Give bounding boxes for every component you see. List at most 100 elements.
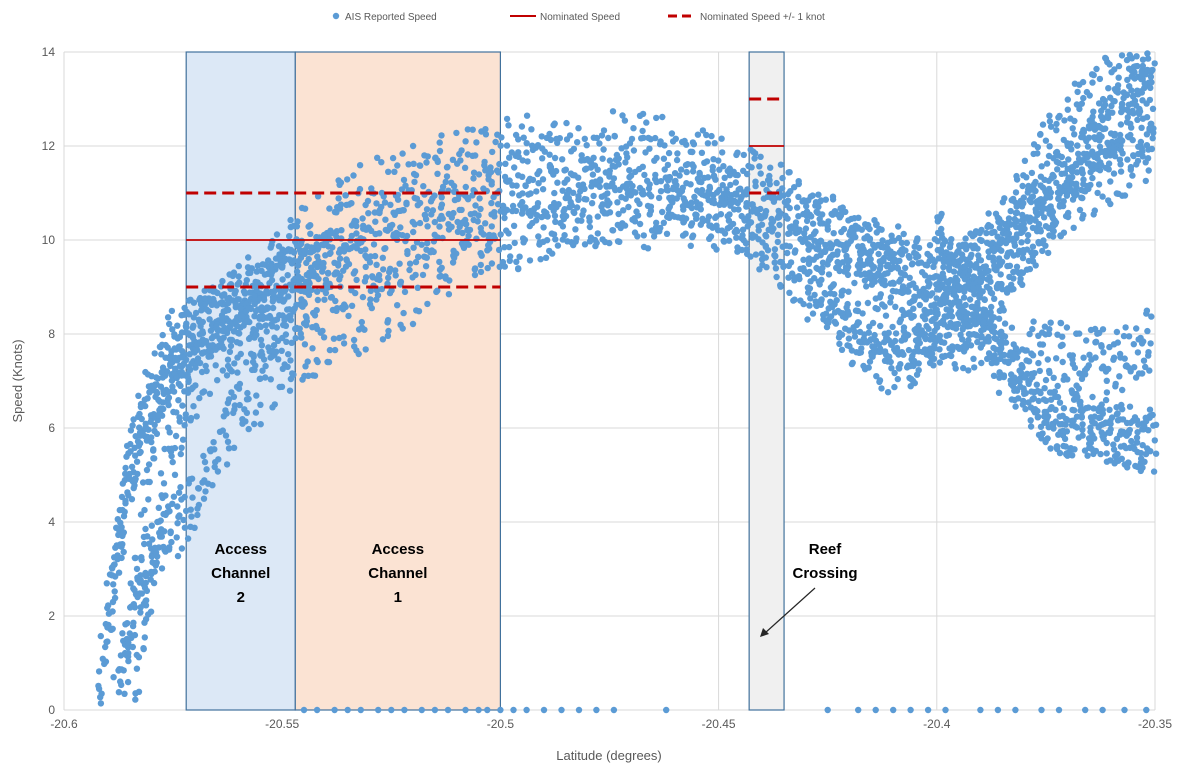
- ais-point: [472, 152, 479, 159]
- ais-point: [1047, 319, 1054, 326]
- ais-point: [970, 331, 978, 338]
- ais-point: [578, 152, 585, 159]
- ais-point: [125, 639, 132, 646]
- ais-point: [809, 310, 817, 317]
- ais-point: [1017, 383, 1024, 390]
- ais-point: [133, 665, 141, 672]
- ais-point: [1053, 355, 1060, 362]
- ais-point: [136, 432, 144, 439]
- ais-point: [739, 232, 746, 239]
- ais-point: [342, 192, 349, 199]
- ais-point: [894, 350, 902, 357]
- ais-point: [529, 219, 536, 227]
- ais-point: [267, 376, 274, 383]
- ais-point: [758, 221, 766, 228]
- ais-point: [734, 149, 741, 156]
- ais-point: [843, 266, 851, 273]
- ais-point: [1053, 127, 1060, 134]
- ais-point: [743, 188, 750, 196]
- ais-point: [511, 164, 518, 171]
- ais-point: [1026, 265, 1034, 273]
- ais-point: [1047, 445, 1054, 452]
- ais-point: [360, 225, 367, 232]
- ais-point: [132, 554, 139, 562]
- ais-point: [603, 183, 610, 190]
- ais-point: [1124, 156, 1131, 163]
- ais-point-zero: [313, 706, 321, 714]
- ais-point: [343, 257, 350, 264]
- ais-point: [1117, 161, 1124, 168]
- ais-point: [378, 189, 386, 197]
- ais-point: [1078, 375, 1086, 382]
- ais-point: [881, 348, 889, 355]
- ais-point: [359, 293, 367, 301]
- ais-point: [623, 150, 630, 157]
- ais-point: [484, 247, 491, 254]
- ais-point: [138, 554, 145, 561]
- ais-point: [148, 553, 155, 560]
- ais-point: [831, 291, 838, 298]
- ais-point: [503, 227, 510, 234]
- ais-point: [275, 356, 282, 363]
- ais-point: [201, 295, 209, 302]
- ais-point: [1006, 262, 1014, 269]
- ais-point: [1108, 69, 1115, 76]
- ais-point: [287, 316, 294, 324]
- ais-point: [1079, 421, 1086, 428]
- ais-point: [482, 131, 490, 138]
- ais-point: [1056, 112, 1063, 120]
- ais-point: [124, 620, 131, 627]
- ais-point: [933, 306, 940, 313]
- ais-point: [852, 307, 860, 314]
- ais-point: [716, 186, 723, 194]
- ais-point: [1142, 177, 1150, 185]
- ais-point: [382, 245, 389, 252]
- ais-point: [943, 306, 950, 313]
- ais-point: [314, 358, 321, 366]
- ais-point: [1145, 349, 1152, 356]
- ais-point: [185, 378, 192, 385]
- ais-point: [1105, 85, 1112, 92]
- ais-point: [1035, 220, 1043, 228]
- ais-point: [286, 281, 294, 288]
- ais-point: [278, 347, 285, 354]
- ais-point: [779, 174, 786, 182]
- ais-point: [488, 181, 495, 188]
- ais-point: [183, 356, 190, 363]
- ais-point: [1073, 169, 1081, 176]
- ais-point: [333, 233, 340, 240]
- ais-point: [937, 246, 945, 253]
- ais-point: [1149, 411, 1156, 419]
- ais-point: [273, 316, 281, 323]
- ais-point: [1074, 142, 1081, 149]
- ais-point: [232, 317, 239, 325]
- ais-point: [825, 271, 833, 278]
- ais-point: [708, 132, 715, 140]
- ais-point: [945, 312, 952, 319]
- ais-point: [511, 239, 518, 247]
- ais-point: [149, 536, 156, 543]
- ais-point: [1117, 146, 1125, 154]
- ais-point: [876, 348, 883, 355]
- ais-point: [882, 312, 890, 319]
- ais-point-zero: [357, 706, 364, 714]
- ais-point: [515, 149, 522, 156]
- ais-point: [564, 176, 571, 183]
- ais-point: [877, 262, 884, 270]
- ais-point: [519, 157, 526, 164]
- ais-point: [757, 153, 764, 160]
- ais-point-zero: [855, 706, 862, 714]
- ais-point: [1079, 426, 1086, 433]
- ais-point: [219, 277, 226, 285]
- ais-point: [950, 287, 957, 294]
- ais-point: [256, 313, 263, 321]
- ais-point: [143, 466, 151, 474]
- ais-point: [1139, 62, 1147, 70]
- ais-point-zero: [1143, 706, 1150, 714]
- ais-point: [845, 311, 853, 318]
- ais-point: [342, 263, 350, 270]
- ais-point: [416, 199, 424, 207]
- ais-point: [923, 322, 930, 330]
- ais-point: [870, 241, 877, 248]
